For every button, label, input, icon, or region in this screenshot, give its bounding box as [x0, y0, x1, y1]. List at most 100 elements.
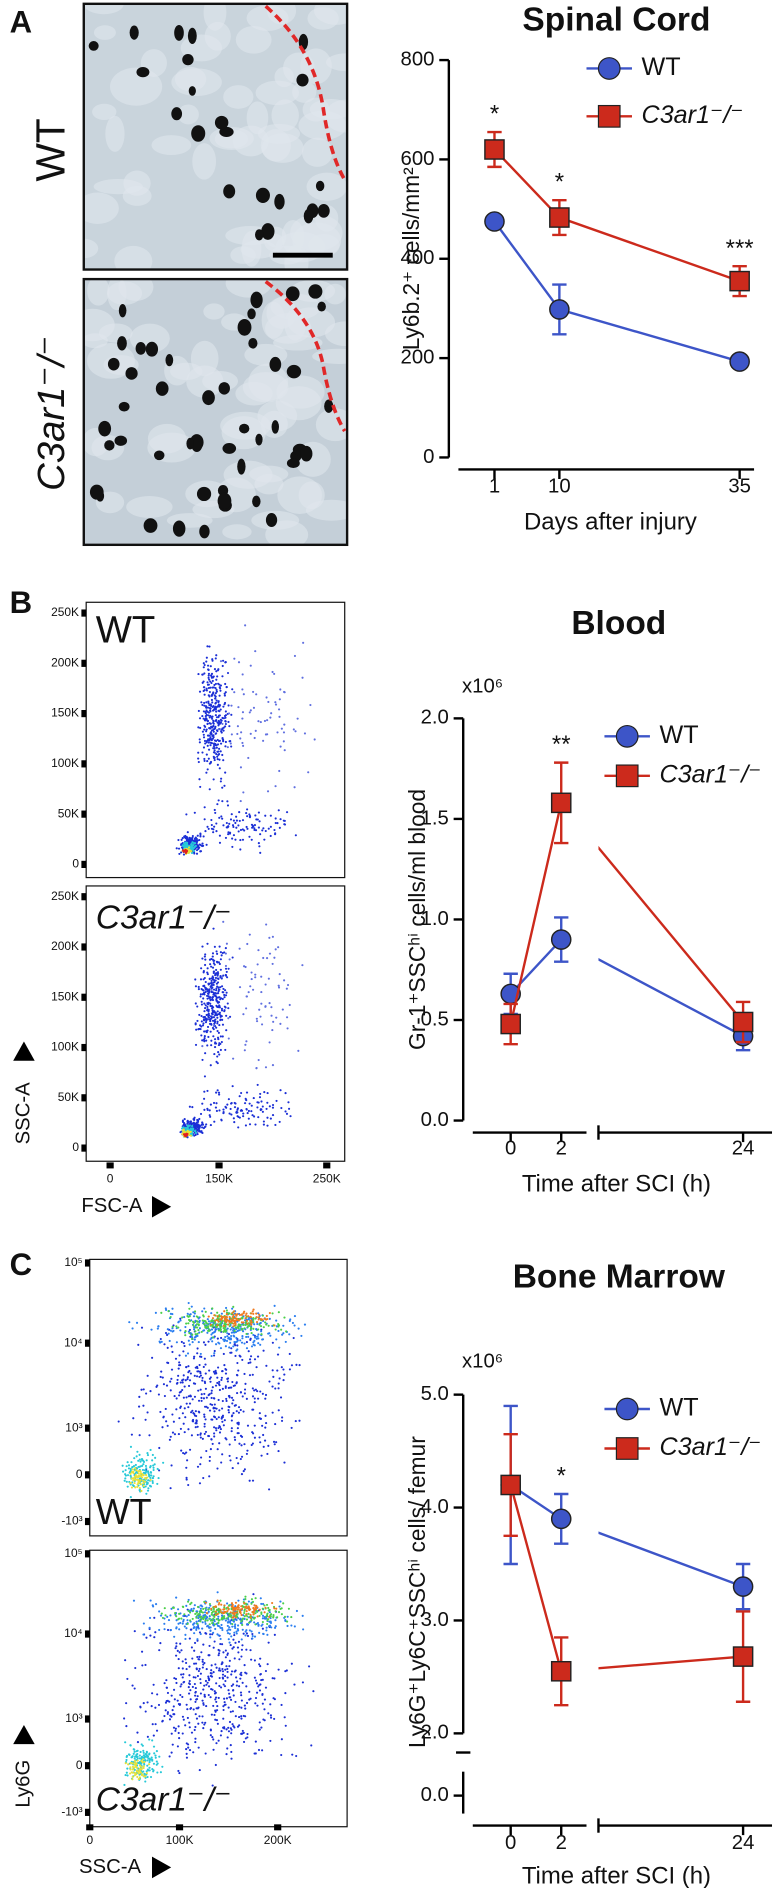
- cell: [135, 342, 146, 355]
- event: [239, 766, 243, 769]
- event: [247, 1361, 250, 1365]
- x-tick-label: 0: [107, 1171, 114, 1185]
- event: [227, 1312, 230, 1316]
- event: [204, 725, 207, 729]
- event: [211, 952, 215, 955]
- event: [230, 1430, 233, 1433]
- event: [236, 1680, 239, 1683]
- event: [205, 741, 208, 744]
- cell: [255, 433, 263, 446]
- event: [215, 1709, 219, 1712]
- event: [258, 1721, 261, 1724]
- event: [218, 1004, 221, 1008]
- event: [290, 1624, 293, 1627]
- event: [264, 1321, 267, 1324]
- event: [229, 1611, 232, 1614]
- event: [252, 1318, 255, 1321]
- cell: [218, 382, 230, 395]
- event: [231, 1085, 234, 1088]
- event: [225, 1438, 228, 1441]
- event: [214, 682, 218, 685]
- event: [208, 1109, 211, 1112]
- event: [202, 844, 205, 847]
- event: [136, 1731, 139, 1734]
- legend-marker: [615, 764, 639, 788]
- event: [239, 1617, 242, 1620]
- event: [240, 1699, 243, 1702]
- event: [230, 1318, 233, 1321]
- x-tick-label: 100K: [166, 1833, 194, 1847]
- event: [191, 1398, 194, 1401]
- event: [288, 1368, 291, 1371]
- event: [216, 1591, 219, 1594]
- event: [252, 1333, 255, 1337]
- event: [246, 1622, 249, 1626]
- event: [221, 1416, 224, 1419]
- event: [196, 1316, 199, 1319]
- event: [216, 974, 219, 977]
- event: [248, 1358, 252, 1361]
- event: [203, 1693, 206, 1696]
- event: [235, 1373, 239, 1377]
- event: [257, 720, 260, 723]
- event: [198, 1316, 201, 1319]
- event: [188, 842, 191, 845]
- event: [263, 1091, 266, 1094]
- event: [202, 1703, 205, 1706]
- event: [226, 1676, 229, 1679]
- event: [207, 1315, 210, 1318]
- event: [310, 1744, 313, 1747]
- event: [204, 1679, 208, 1683]
- event: [185, 1451, 188, 1454]
- arrow: [152, 1195, 172, 1218]
- event: [200, 1399, 203, 1403]
- event: [235, 1618, 238, 1622]
- event: [191, 1333, 194, 1336]
- event: [250, 1331, 253, 1335]
- event: [230, 1113, 233, 1116]
- event: [255, 1337, 258, 1340]
- event: [185, 1615, 188, 1618]
- event: [238, 986, 242, 989]
- event: [185, 813, 188, 816]
- event: [228, 1696, 231, 1699]
- event: [216, 1000, 219, 1004]
- event: [250, 1104, 253, 1107]
- event: [260, 1612, 263, 1616]
- event: [211, 1005, 214, 1008]
- event: [251, 1610, 254, 1614]
- event: [193, 1328, 196, 1331]
- event: [216, 952, 219, 955]
- event: [194, 1002, 197, 1005]
- event: [248, 813, 251, 816]
- y-tick-label: 2.0: [421, 707, 449, 729]
- event: [190, 1411, 193, 1414]
- event: [170, 1751, 173, 1754]
- event: [201, 1126, 204, 1129]
- event: [240, 1613, 243, 1617]
- event: [206, 760, 209, 763]
- event: [179, 1329, 182, 1332]
- event: [233, 1657, 236, 1660]
- event: [209, 1629, 212, 1632]
- event: [207, 1675, 210, 1678]
- event: [243, 1049, 246, 1052]
- event: [193, 1129, 197, 1133]
- event: [275, 1338, 278, 1341]
- event: [228, 831, 232, 834]
- event: [280, 727, 283, 730]
- event: [213, 1038, 217, 1041]
- event: [285, 1330, 288, 1333]
- event: [228, 1720, 232, 1724]
- event: [272, 1440, 276, 1443]
- event: [275, 1325, 278, 1328]
- y-axis-label: Ly6b.2⁺ cells/mm²: [398, 167, 424, 350]
- event: [198, 717, 202, 720]
- event: [231, 837, 234, 840]
- event: [196, 1639, 199, 1642]
- event: [232, 1057, 235, 1060]
- event: [272, 1020, 275, 1023]
- event: [209, 1124, 212, 1127]
- event: [250, 1312, 253, 1315]
- event: [199, 978, 203, 981]
